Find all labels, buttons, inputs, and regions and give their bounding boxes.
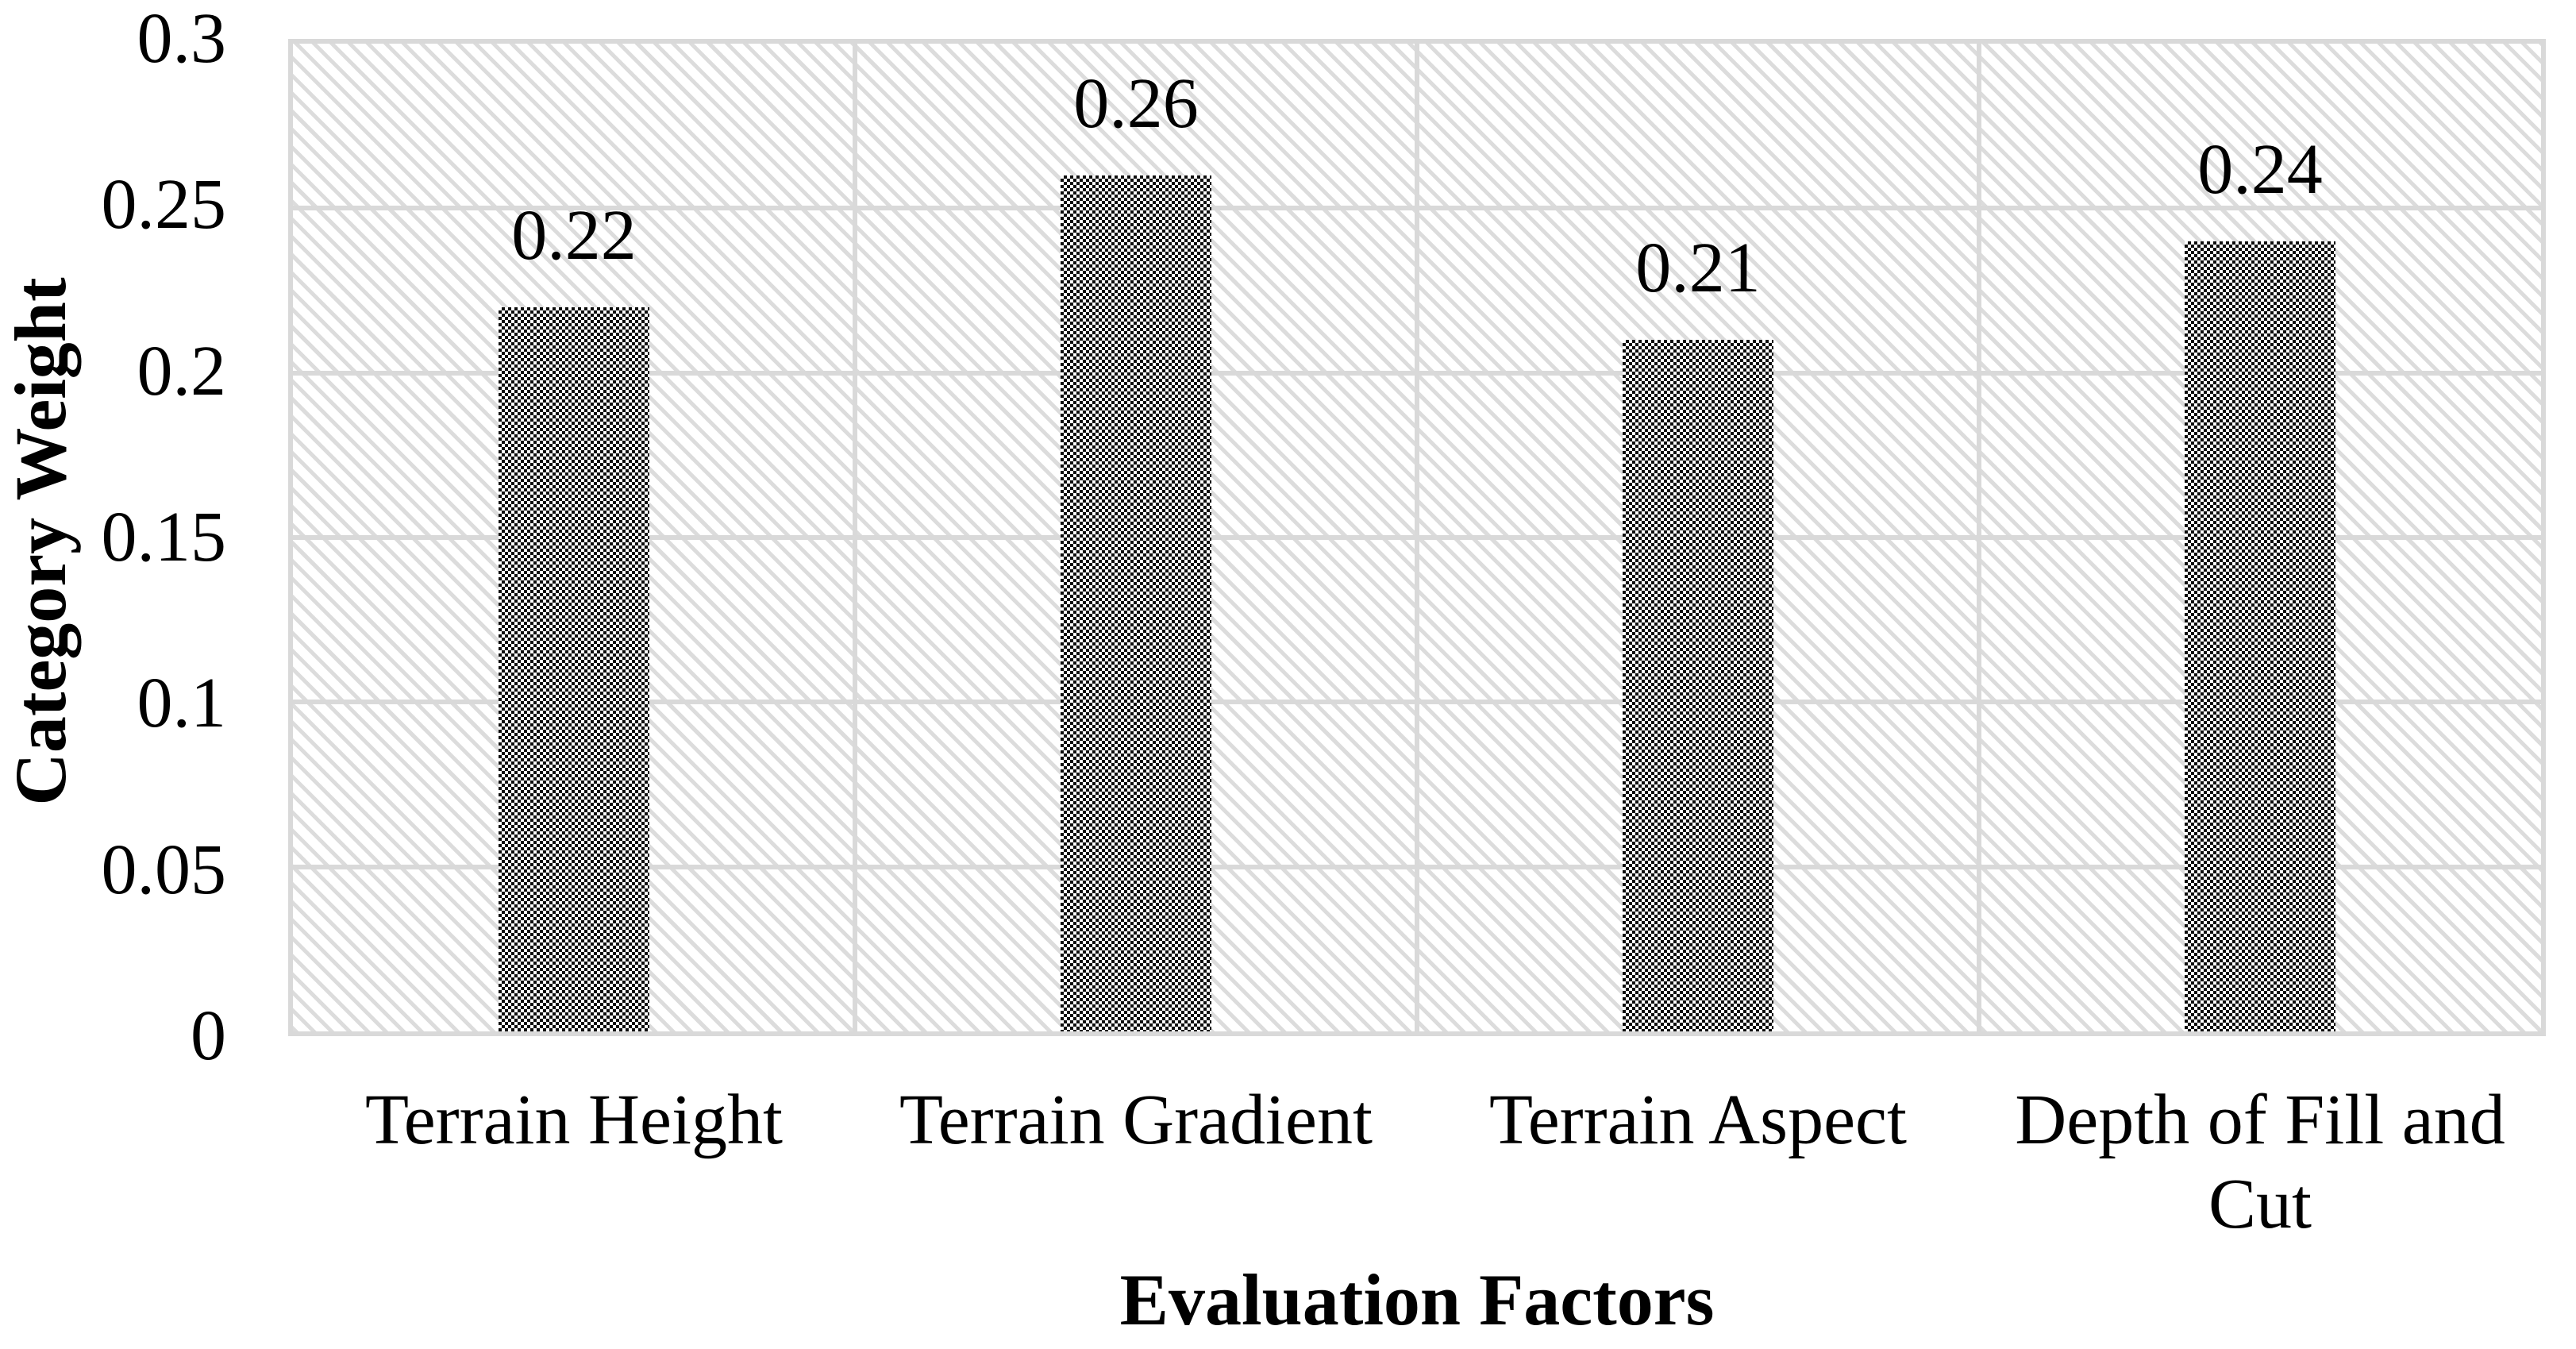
y-axis-tick-label: 0.3 [137, 0, 227, 78]
bar-data-label: 0.24 [2197, 129, 2323, 209]
y-axis-tick-label: 0.15 [101, 498, 227, 576]
x-axis-category-label: Terrain Height [365, 1081, 783, 1159]
y-axis-tick-label: 0.2 [137, 331, 227, 410]
y-axis-tick-label: 0.25 [101, 165, 227, 245]
gridline-vertical [1977, 44, 1981, 1031]
bar [499, 306, 649, 1031]
bar-data-label: 0.26 [1073, 64, 1199, 143]
y-axis-tick-label: 0 [191, 996, 226, 1075]
x-axis-category-label: Terrain Gradient [899, 1081, 1373, 1159]
y-axis-tick-label: 0.1 [137, 664, 227, 743]
category-slot: 0.26 [855, 44, 1417, 1031]
x-axis-category-label: Terrain Aspect [1489, 1081, 1907, 1159]
bar [2185, 241, 2335, 1031]
y-axis-tick-label: 0.05 [101, 830, 227, 909]
gridline-vertical [853, 44, 857, 1031]
bar [1623, 340, 1773, 1031]
bar-data-label: 0.21 [1635, 229, 1761, 308]
x-axis-category-label: Depth of Fill and Cut [2015, 1081, 2505, 1243]
plot-area: 0.22 0.26 0.21 0.24 [288, 39, 2546, 1036]
gridline-vertical [1415, 44, 1419, 1031]
x-axis-title: Evaluation Factors [1119, 1259, 1715, 1340]
bar [1061, 175, 1211, 1031]
category-slot: 0.22 [293, 44, 855, 1031]
category-slot: 0.24 [1979, 44, 2541, 1031]
bar-data-label: 0.22 [511, 195, 637, 275]
category-slot: 0.21 [1417, 44, 1979, 1031]
